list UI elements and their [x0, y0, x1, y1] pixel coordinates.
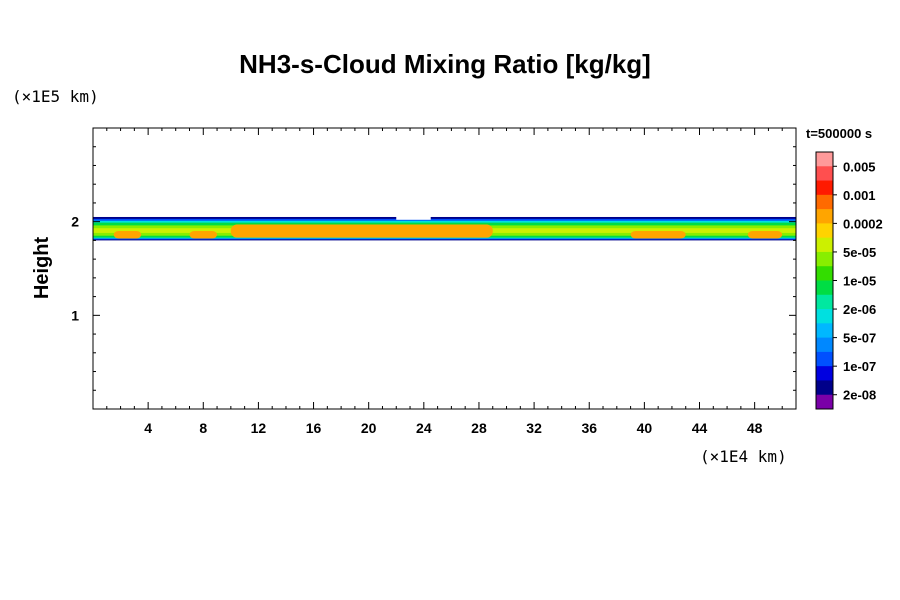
colorbar-swatch — [816, 194, 833, 210]
colorbar-label: 1e-05 — [843, 274, 876, 289]
colorbar-swatch — [816, 323, 833, 339]
y-axis-unit: (×1E5 km) — [12, 87, 99, 106]
colorbar-swatch — [816, 166, 833, 182]
colorbar-swatch — [816, 280, 833, 296]
x-tick-label: 12 — [251, 420, 267, 436]
cloud-core-patch — [630, 231, 686, 239]
colorbar-label: 2e-06 — [843, 302, 876, 317]
y-axis: 12 — [71, 146, 796, 391]
colorbar-swatch — [816, 251, 833, 267]
y-axis-label: Height — [31, 237, 53, 300]
time-label: t=500000 s — [806, 126, 872, 141]
colorbar-label: 5e-07 — [843, 331, 876, 346]
colorbar-label: 2e-08 — [843, 388, 876, 403]
colorbar-swatch — [816, 394, 833, 410]
colorbar-swatch — [816, 223, 833, 239]
colorbar-legend: 0.005 0.001 0.0002 5e-05 1e-05 2e-06 5e-07 1e-0… — [815, 151, 883, 410]
cloud-core-patch — [113, 231, 142, 239]
y-tick-label: 2 — [71, 214, 79, 230]
cloud-gap — [396, 216, 431, 220]
x-tick-label: 40 — [637, 420, 653, 436]
x-tick-label: 36 — [581, 420, 597, 436]
x-tick-label: 24 — [416, 420, 432, 436]
x-tick-label: 4 — [144, 420, 152, 436]
colorbar-swatch — [816, 266, 833, 281]
colorbar-label: 0.0002 — [843, 216, 883, 231]
x-tick-label: 16 — [306, 420, 322, 436]
cloud-core-main — [230, 224, 493, 238]
colorbar-swatch — [816, 351, 833, 367]
cloud-core-patch — [747, 231, 783, 239]
y-tick-label: 1 — [71, 307, 79, 323]
colorbar-swatch — [816, 366, 833, 381]
colorbar-swatch — [816, 337, 833, 353]
colorbar-swatch — [816, 380, 833, 396]
cloud-core-patch — [189, 231, 218, 239]
x-tick-label: 28 — [471, 420, 487, 436]
x-tick-label: 20 — [361, 420, 377, 436]
colorbar-swatch — [816, 309, 833, 324]
colorbar-label: 0.001 — [843, 188, 876, 203]
x-axis: 4 8 12 16 20 24 28 32 36 40 44 48 — [106, 128, 783, 436]
colorbar-swatch — [816, 237, 833, 253]
cloud-field — [93, 216, 796, 241]
colorbar-swatch — [816, 152, 833, 167]
colorbar-swatch — [816, 294, 833, 310]
chart-title: NH3-s-Cloud Mixing Ratio [kg/kg] — [239, 49, 651, 79]
colorbar-label: 1e-07 — [843, 359, 876, 374]
colorbar-label: 5e-05 — [843, 245, 876, 260]
x-tick-label: 8 — [199, 420, 207, 436]
colorbar-swatch — [816, 209, 833, 224]
x-tick-label: 32 — [526, 420, 542, 436]
colorbar-swatch — [816, 180, 833, 196]
colorbar-label: 0.005 — [843, 159, 876, 174]
x-tick-label: 48 — [747, 420, 763, 436]
x-tick-label: 44 — [692, 420, 708, 436]
plot-frame — [92, 127, 797, 410]
x-axis-unit: (×1E4 km) — [700, 447, 787, 466]
